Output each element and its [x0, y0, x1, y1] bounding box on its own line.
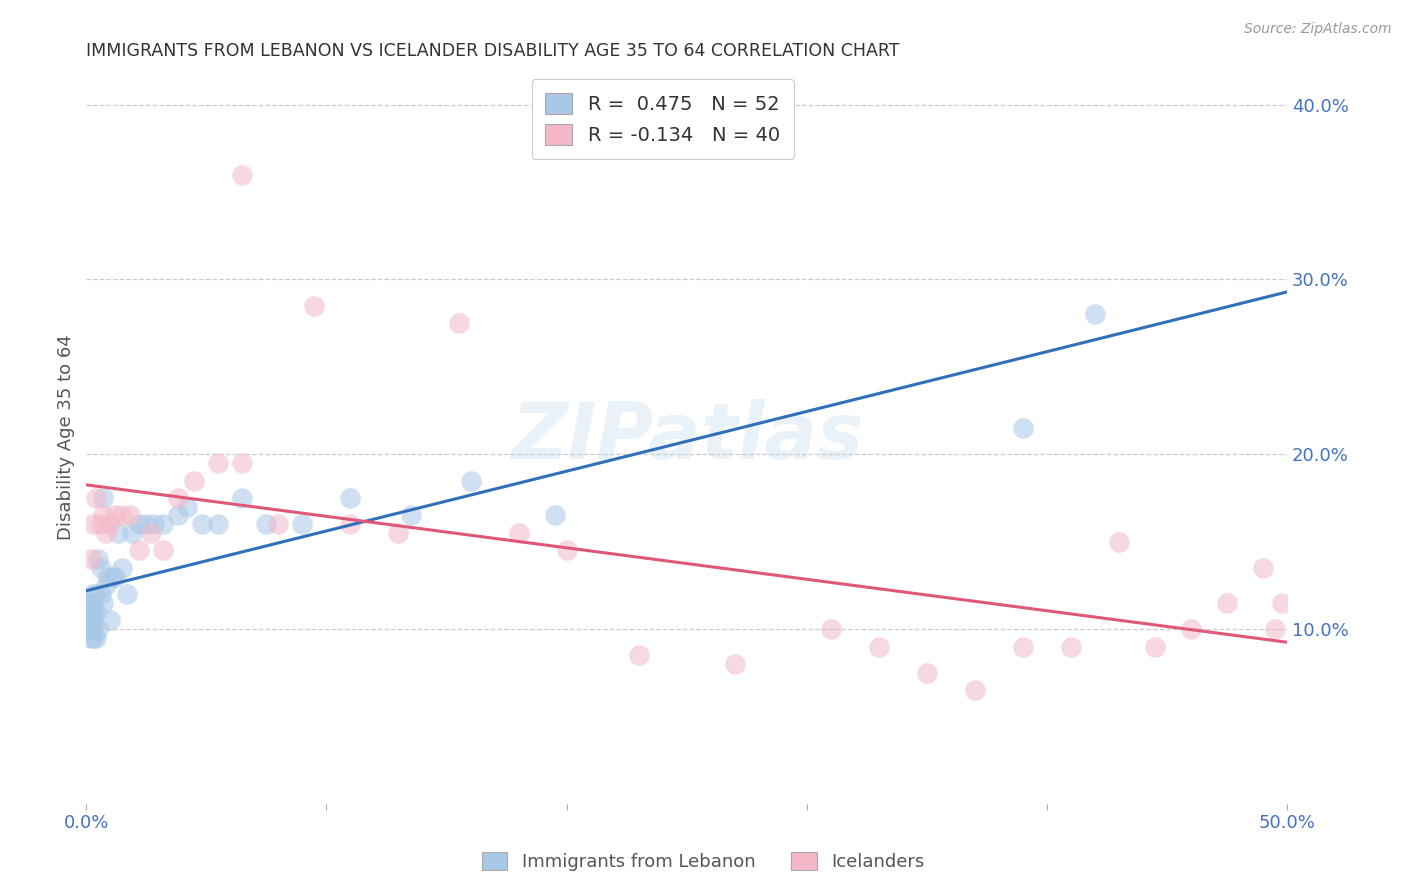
Point — [77, 605, 100, 619]
Point — [91, 596, 114, 610]
Point — [80, 622, 103, 636]
Point — [1012, 421, 1035, 435]
Point — [387, 526, 409, 541]
Point — [543, 508, 565, 523]
Point — [304, 299, 326, 313]
Point — [1216, 596, 1239, 610]
Point — [135, 517, 157, 532]
Point — [231, 456, 253, 470]
Point — [80, 631, 103, 645]
Point — [176, 500, 198, 514]
Point — [84, 587, 107, 601]
Point — [107, 526, 129, 541]
Legend: Immigrants from Lebanon, Icelanders: Immigrants from Lebanon, Icelanders — [475, 845, 931, 879]
Point — [1108, 534, 1130, 549]
Point — [1264, 622, 1286, 636]
Point — [915, 665, 938, 680]
Point — [231, 491, 253, 505]
Point — [82, 614, 104, 628]
Point — [1143, 640, 1166, 654]
Point — [508, 526, 530, 541]
Point — [868, 640, 890, 654]
Point — [447, 316, 470, 330]
Text: IMMIGRANTS FROM LEBANON VS ICELANDER DISABILITY AGE 35 TO 64 CORRELATION CHART: IMMIGRANTS FROM LEBANON VS ICELANDER DIS… — [86, 42, 900, 60]
Point — [80, 596, 103, 610]
Point — [98, 517, 121, 532]
Point — [152, 517, 174, 532]
Point — [111, 508, 134, 523]
Point — [80, 622, 103, 636]
Point — [80, 552, 103, 566]
Point — [104, 508, 127, 523]
Point — [111, 561, 134, 575]
Point — [94, 526, 117, 541]
Point — [339, 491, 361, 505]
Point — [104, 570, 127, 584]
Point — [254, 517, 277, 532]
Point — [627, 648, 650, 663]
Point — [91, 508, 114, 523]
Point — [231, 168, 253, 182]
Y-axis label: Disability Age 35 to 64: Disability Age 35 to 64 — [58, 334, 75, 540]
Point — [98, 614, 121, 628]
Point — [84, 631, 107, 645]
Point — [207, 456, 229, 470]
Point — [82, 587, 104, 601]
Point — [460, 474, 482, 488]
Point — [80, 614, 103, 628]
Point — [77, 622, 100, 636]
Point — [84, 491, 107, 505]
Point — [82, 631, 104, 645]
Point — [97, 570, 120, 584]
Legend: R =  0.475   N = 52, R = -0.134   N = 40: R = 0.475 N = 52, R = -0.134 N = 40 — [531, 79, 794, 159]
Point — [90, 587, 112, 601]
Point — [77, 614, 100, 628]
Point — [183, 474, 205, 488]
Point — [820, 622, 842, 636]
Point — [207, 517, 229, 532]
Point — [128, 543, 150, 558]
Point — [90, 561, 112, 575]
Text: ZIPatlas: ZIPatlas — [510, 399, 863, 475]
Point — [115, 587, 138, 601]
Point — [1180, 622, 1202, 636]
Point — [1251, 561, 1274, 575]
Point — [291, 517, 314, 532]
Point — [82, 622, 104, 636]
Point — [142, 517, 165, 532]
Point — [121, 526, 143, 541]
Point — [84, 605, 107, 619]
Point — [94, 578, 117, 592]
Point — [118, 508, 141, 523]
Point — [267, 517, 290, 532]
Point — [1271, 596, 1294, 610]
Point — [128, 517, 150, 532]
Point — [963, 683, 986, 698]
Point — [152, 543, 174, 558]
Point — [87, 622, 110, 636]
Point — [90, 517, 112, 532]
Point — [82, 605, 104, 619]
Point — [399, 508, 422, 523]
Point — [87, 552, 110, 566]
Point — [139, 526, 162, 541]
Point — [77, 622, 100, 636]
Point — [166, 491, 188, 505]
Point — [339, 517, 361, 532]
Point — [166, 508, 188, 523]
Point — [80, 605, 103, 619]
Point — [555, 543, 578, 558]
Point — [724, 657, 747, 672]
Point — [1012, 640, 1035, 654]
Point — [91, 491, 114, 505]
Point — [82, 596, 104, 610]
Point — [190, 517, 212, 532]
Text: Source: ZipAtlas.com: Source: ZipAtlas.com — [1244, 22, 1392, 37]
Point — [1060, 640, 1083, 654]
Point — [77, 596, 100, 610]
Point — [1084, 307, 1107, 321]
Point — [101, 570, 124, 584]
Point — [82, 517, 104, 532]
